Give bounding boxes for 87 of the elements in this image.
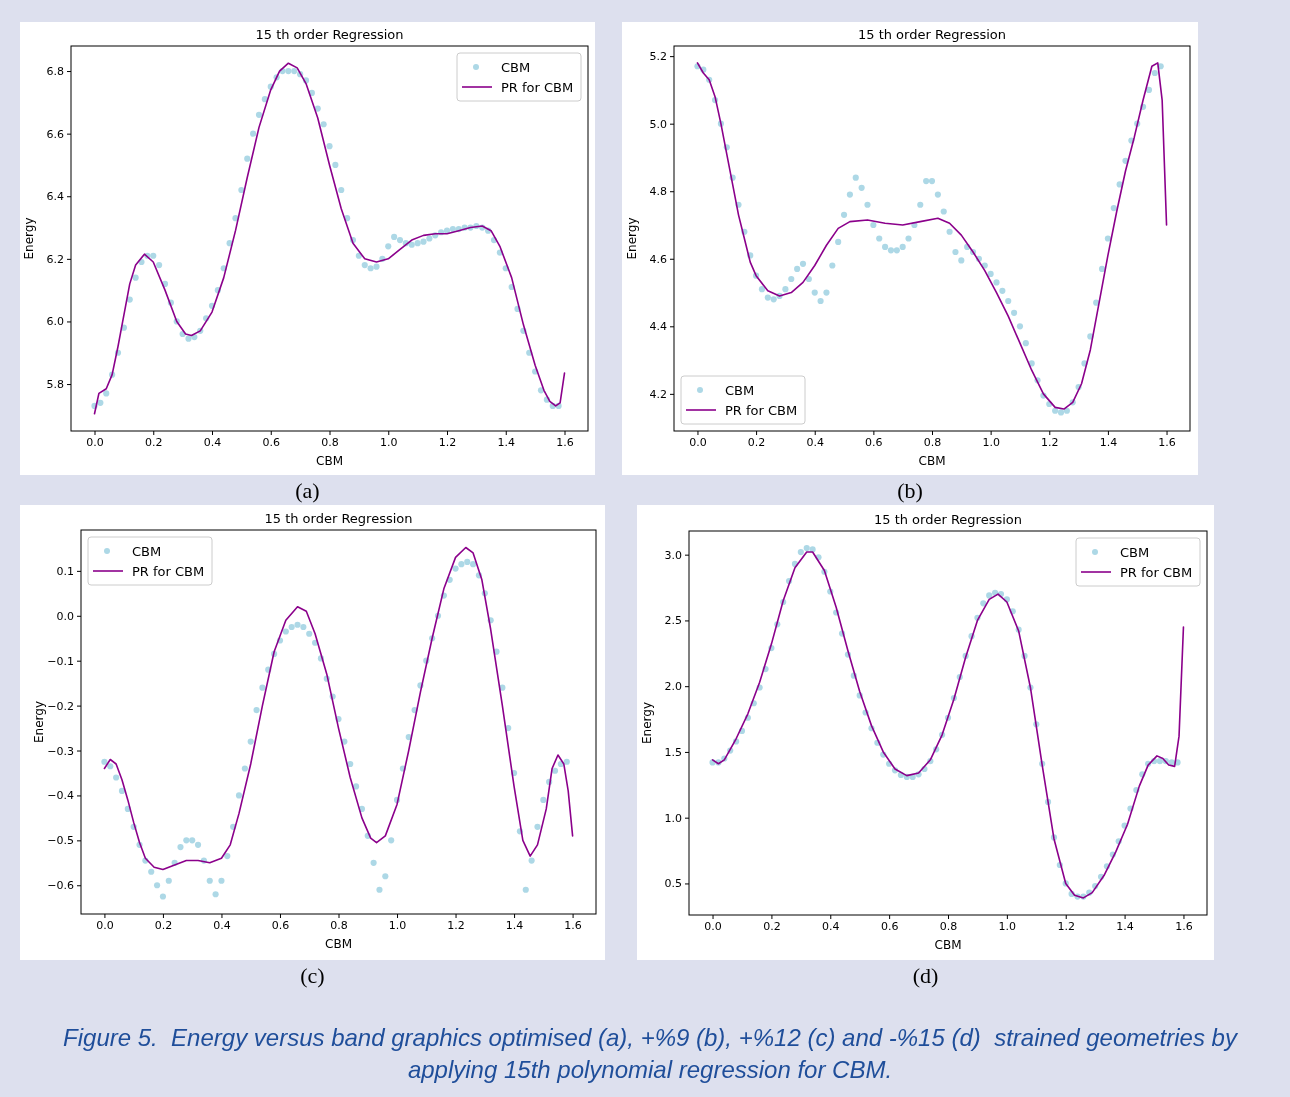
legend-label: CBM <box>725 382 755 398</box>
x-tick-label: 0.2 <box>154 918 173 932</box>
text: (b) <box>896 478 924 504</box>
y-axis-title: Energy <box>625 217 639 260</box>
y-tick-label: 2.5 <box>664 614 682 628</box>
y-tick-label: 0.1 <box>56 564 74 578</box>
x-tick-label: 0.8 <box>321 435 339 449</box>
y-axis-title: Energy <box>22 217 36 260</box>
x-axis-title: CBM <box>918 454 946 468</box>
text: (a) <box>294 478 321 504</box>
x-tick-label: 0.0 <box>86 435 104 449</box>
y-tick-label: −0.6 <box>47 879 74 893</box>
caption: Figure 5. Energy versus band graphics optimised (a), +%9 (b), +%12 (c) and -%15 (d) strained geometries by applying 15th polynomial regression for CBM. <box>62 1023 1239 1085</box>
x-tick-label: 0.2 <box>145 435 163 449</box>
x-tick-label: 1.6 <box>1158 435 1176 449</box>
y-tick-label: 5.2 <box>649 50 667 64</box>
x-tick-label: 0.2 <box>763 919 781 933</box>
x-tick-label: 1.0 <box>388 918 407 932</box>
legend-label: CBM <box>501 59 531 75</box>
y-tick-label: 6.8 <box>46 65 64 79</box>
legend-label: PR for CBM <box>1120 564 1193 580</box>
y-tick-label: 0.5 <box>664 877 682 891</box>
y-tick-label: −0.4 <box>47 789 74 803</box>
y-tick-label: 6.0 <box>46 315 64 329</box>
x-tick-label: 0.6 <box>865 435 883 449</box>
legend-label: CBM <box>132 543 162 559</box>
x-tick-label: 1.0 <box>982 435 1000 449</box>
y-tick-label: 2.0 <box>664 680 682 694</box>
text: (d) <box>911 963 940 989</box>
x-tick-label: 0.6 <box>880 919 899 933</box>
y-tick-label: 6.2 <box>46 252 64 266</box>
x-tick-label: 1.2 <box>1041 435 1059 449</box>
x-tick-label: 1.2 <box>447 918 465 932</box>
y-tick-label: −0.2 <box>47 699 74 713</box>
x-tick-label: 0.0 <box>704 919 722 933</box>
y-tick-label: 6.4 <box>46 190 64 204</box>
y-tick-label: 4.2 <box>649 387 667 401</box>
x-tick-label: 0.4 <box>822 919 840 933</box>
x-tick-label: 0.0 <box>96 918 114 932</box>
y-tick-label: 5.8 <box>46 378 64 392</box>
x-tick-label: 1.4 <box>497 435 515 449</box>
x-tick-label: 1.4 <box>1099 435 1118 449</box>
x-tick-label: 1.2 <box>1057 919 1075 933</box>
x-tick-label: 0.8 <box>923 435 942 449</box>
y-tick-label: 0.0 <box>56 609 74 623</box>
legend-label: CBM <box>1120 544 1150 560</box>
x-tick-label: 0.4 <box>806 435 824 449</box>
y-tick-label: 1.5 <box>664 745 682 759</box>
y-tick-label: 3.0 <box>664 548 682 562</box>
x-tick-label: 1.6 <box>556 435 574 449</box>
y-axis-title: Energy <box>32 700 46 744</box>
x-tick-label: 1.6 <box>1175 919 1193 933</box>
x-tick-label: 0.8 <box>939 919 958 933</box>
x-tick-label: 1.4 <box>505 918 524 932</box>
y-tick-label: 4.6 <box>649 252 667 266</box>
y-axis-title: Energy <box>640 701 654 745</box>
legend-label: PR for CBM <box>132 563 205 579</box>
x-tick-label: 1.0 <box>380 435 398 449</box>
x-tick-label: 1.6 <box>564 918 582 932</box>
x-tick-label: 0.4 <box>203 435 222 449</box>
y-tick-label: −0.3 <box>47 744 74 758</box>
y-tick-label: 4.8 <box>649 185 667 199</box>
y-tick-label: 5.0 <box>649 117 667 131</box>
x-tick-label: 0.0 <box>689 435 707 449</box>
y-tick-label: −0.1 <box>47 654 74 668</box>
y-tick-label: 1.0 <box>664 811 682 825</box>
x-axis-title: CBM <box>934 938 962 952</box>
chart-title: 15 th order Regression <box>857 27 1007 42</box>
x-tick-label: 0.4 <box>213 918 231 932</box>
text: (c) <box>299 963 326 989</box>
chart-title: 15 th order Regression <box>264 511 413 526</box>
x-axis-title: CBM <box>325 937 352 951</box>
chart-title: 15 th order Regression <box>255 27 404 42</box>
x-tick-label: 1.4 <box>1116 919 1134 933</box>
x-axis-title: CBM <box>316 454 343 468</box>
x-tick-label: 0.6 <box>271 918 290 932</box>
legend-label: PR for CBM <box>725 402 798 418</box>
x-tick-label: 0.6 <box>262 435 280 449</box>
legend-label: PR for CBM <box>501 79 574 95</box>
chart-title: 15 th order Regression <box>873 512 1023 527</box>
x-tick-label: 0.8 <box>330 918 348 932</box>
x-tick-label: 1.0 <box>998 919 1017 933</box>
y-tick-label: 4.4 <box>649 320 667 334</box>
x-tick-label: 0.2 <box>747 435 766 449</box>
y-tick-label: −0.5 <box>47 834 74 848</box>
x-tick-label: 1.2 <box>438 435 457 449</box>
y-tick-label: 6.6 <box>46 127 64 141</box>
